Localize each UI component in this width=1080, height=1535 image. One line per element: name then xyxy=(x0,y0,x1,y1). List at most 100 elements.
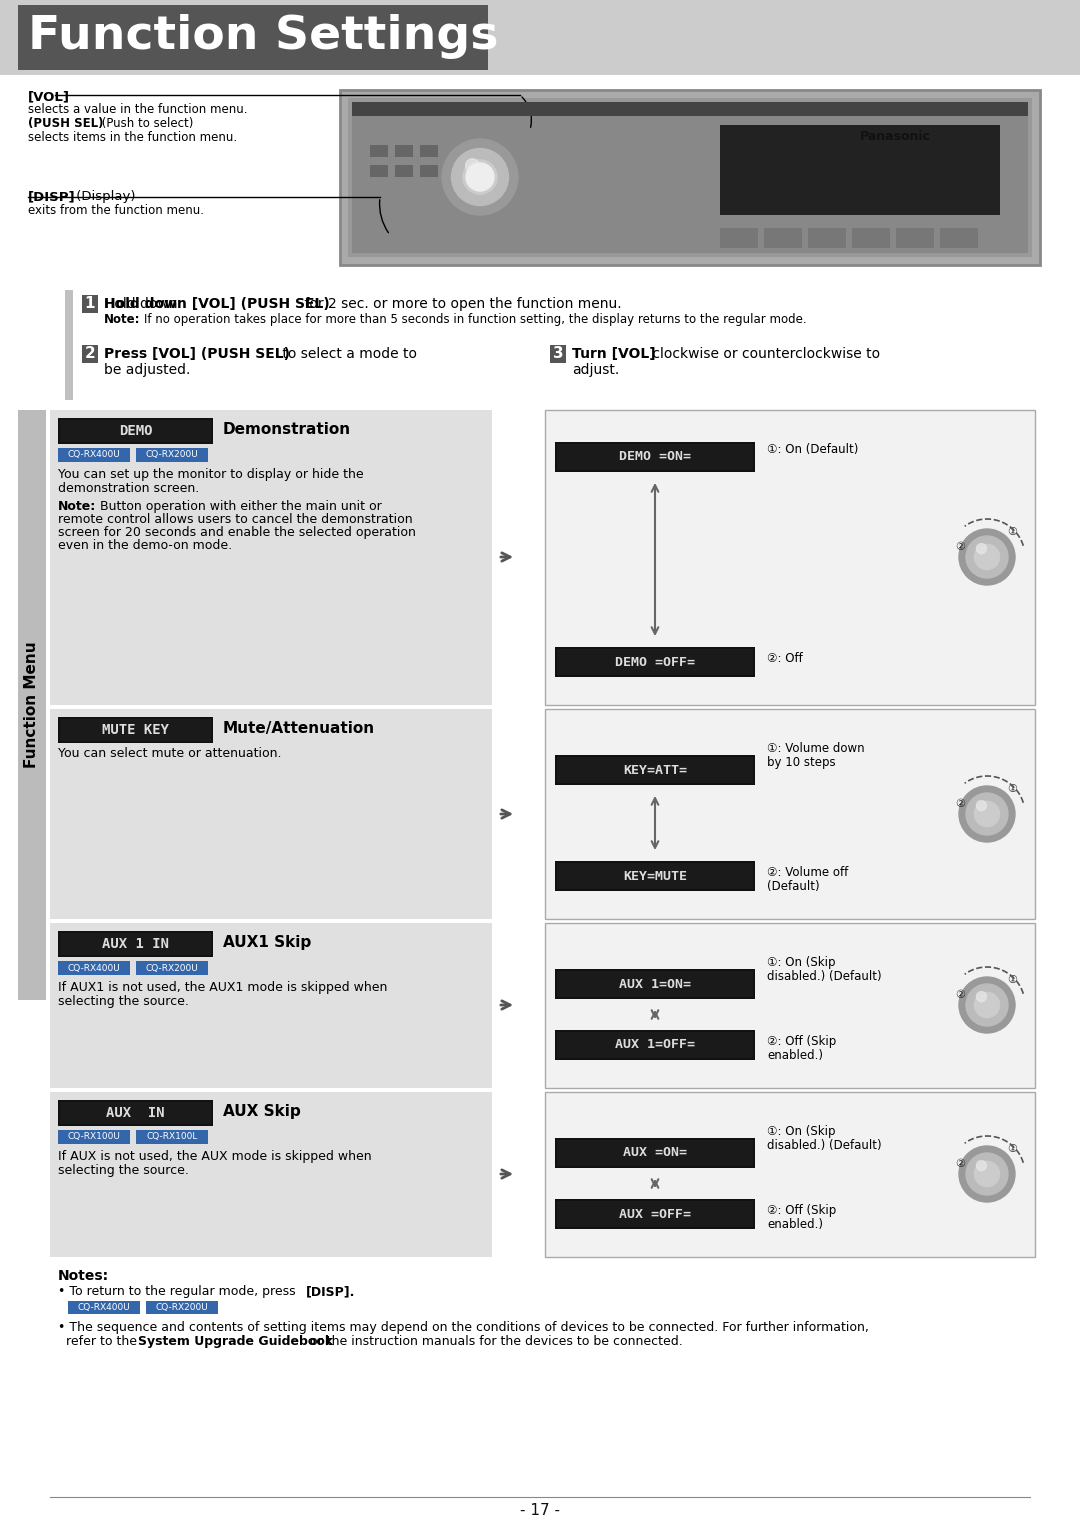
Bar xyxy=(58,1101,213,1127)
Text: selecting the source.: selecting the source. xyxy=(58,995,189,1008)
Text: If no operation takes place for more than 5 seconds in function setting, the dis: If no operation takes place for more tha… xyxy=(144,313,807,325)
Text: ②: ② xyxy=(955,542,966,553)
Bar xyxy=(370,144,388,157)
Circle shape xyxy=(966,1153,1008,1196)
Bar xyxy=(420,144,438,157)
Circle shape xyxy=(959,786,1015,843)
Bar xyxy=(395,144,413,157)
Text: remote control allows users to cancel the demonstration: remote control allows users to cancel th… xyxy=(58,513,413,527)
Text: CQ-RX400U: CQ-RX400U xyxy=(68,450,120,459)
Bar xyxy=(940,229,978,249)
Bar xyxy=(555,1137,755,1168)
Bar xyxy=(550,345,566,362)
Text: ①: ① xyxy=(1007,784,1017,794)
Text: Turn [VOL]: Turn [VOL] xyxy=(572,347,656,361)
Text: [DISP]: [DISP] xyxy=(28,190,76,203)
Text: MUTE KEY: MUTE KEY xyxy=(102,723,168,737)
Bar xyxy=(58,961,130,975)
Bar xyxy=(50,410,492,705)
Text: screen for 20 seconds and enable the selected operation: screen for 20 seconds and enable the sel… xyxy=(58,527,416,539)
Text: AUX 1 IN: AUX 1 IN xyxy=(102,936,168,952)
Circle shape xyxy=(959,1147,1015,1202)
Bar xyxy=(420,164,438,177)
Bar xyxy=(60,1102,211,1124)
Text: You can set up the monitor to display or hide the: You can set up the monitor to display or… xyxy=(58,468,364,480)
Text: - 17 -: - 17 - xyxy=(519,1503,561,1518)
Bar xyxy=(60,718,211,741)
Bar xyxy=(348,98,1032,256)
Text: selects items in the function menu.: selects items in the function menu. xyxy=(28,130,238,144)
Bar xyxy=(60,933,211,955)
Text: [DISP].: [DISP]. xyxy=(306,1285,355,1299)
Text: ②: Off (Skip: ②: Off (Skip xyxy=(767,1035,836,1048)
Bar xyxy=(555,1030,755,1061)
Text: Button operation with either the main unit or: Button operation with either the main un… xyxy=(96,500,381,513)
Bar xyxy=(557,1032,753,1058)
Bar xyxy=(545,709,1035,919)
Circle shape xyxy=(465,158,480,172)
Text: selecting the source.: selecting the source. xyxy=(58,1164,189,1177)
Text: Press [VOL] (PUSH SEL): Press [VOL] (PUSH SEL) xyxy=(104,347,291,361)
Bar xyxy=(395,164,413,177)
Text: 2: 2 xyxy=(84,347,95,362)
Text: 1: 1 xyxy=(84,296,95,312)
Bar xyxy=(555,861,755,890)
Bar xyxy=(896,229,934,249)
Circle shape xyxy=(959,530,1015,585)
Text: ①: ① xyxy=(1007,527,1017,537)
Text: for 2 sec. or more to open the function menu.: for 2 sec. or more to open the function … xyxy=(300,296,622,312)
Bar xyxy=(136,1130,208,1144)
Bar xyxy=(370,164,388,177)
Bar xyxy=(58,717,213,743)
Bar xyxy=(557,1200,753,1226)
Text: by 10 steps: by 10 steps xyxy=(767,757,836,769)
Text: [VOL]: [VOL] xyxy=(28,91,70,103)
Bar xyxy=(545,410,1035,705)
Text: Hold down [VOL] (PUSH SEL): Hold down [VOL] (PUSH SEL) xyxy=(104,296,329,312)
Text: ①: On (Skip: ①: On (Skip xyxy=(767,1125,836,1137)
Text: You can select mute or attenuation.: You can select mute or attenuation. xyxy=(58,748,282,760)
Text: If AUX1 is not used, the AUX1 mode is skipped when: If AUX1 is not used, the AUX1 mode is sk… xyxy=(58,981,388,995)
Text: exits from the function menu.: exits from the function menu. xyxy=(28,204,204,216)
Text: ①: On (Skip: ①: On (Skip xyxy=(767,956,836,969)
Text: (Push to select): (Push to select) xyxy=(98,117,193,130)
Circle shape xyxy=(465,163,494,190)
Bar xyxy=(58,418,213,444)
Text: AUX 1=ON=: AUX 1=ON= xyxy=(619,978,691,990)
Bar xyxy=(352,101,1028,253)
Circle shape xyxy=(959,976,1015,1033)
Bar xyxy=(764,229,802,249)
Text: ①: ① xyxy=(1007,975,1017,985)
Text: Note:: Note: xyxy=(104,313,140,325)
Text: ②: Off (Skip: ②: Off (Skip xyxy=(767,1203,836,1217)
Text: CQ-RX100L: CQ-RX100L xyxy=(146,1133,198,1142)
Bar xyxy=(65,290,73,401)
Circle shape xyxy=(966,794,1008,835)
Text: System Upgrade Guidebook: System Upgrade Guidebook xyxy=(138,1335,333,1348)
Bar xyxy=(82,345,98,362)
Bar xyxy=(720,229,758,249)
Text: to select a mode to: to select a mode to xyxy=(278,347,417,361)
Text: or the instruction manuals for the devices to be connected.: or the instruction manuals for the devic… xyxy=(306,1335,683,1348)
Bar xyxy=(555,1199,755,1230)
Bar xyxy=(136,961,208,975)
Text: KEY=ATT=: KEY=ATT= xyxy=(623,763,687,777)
Text: • The sequence and contents of setting items may depend on the conditions of dev: • The sequence and contents of setting i… xyxy=(58,1322,869,1334)
Bar xyxy=(545,923,1035,1088)
Text: Notes:: Notes: xyxy=(58,1269,109,1283)
Bar xyxy=(50,923,492,1088)
Text: 3: 3 xyxy=(553,347,564,362)
Text: DEMO =ON=: DEMO =ON= xyxy=(619,450,691,464)
Text: disabled.) (Default): disabled.) (Default) xyxy=(767,1139,881,1151)
Text: Function Settings: Function Settings xyxy=(28,14,499,58)
Text: Hold down: Hold down xyxy=(104,296,181,312)
Text: DEMO: DEMO xyxy=(119,424,152,437)
Bar xyxy=(808,229,846,249)
Bar xyxy=(555,969,755,999)
Bar xyxy=(557,1141,753,1167)
Bar xyxy=(557,649,753,675)
Text: • To return to the regular mode, press: • To return to the regular mode, press xyxy=(58,1285,299,1299)
Bar xyxy=(18,410,46,999)
Circle shape xyxy=(974,1162,1000,1187)
Circle shape xyxy=(966,536,1008,579)
